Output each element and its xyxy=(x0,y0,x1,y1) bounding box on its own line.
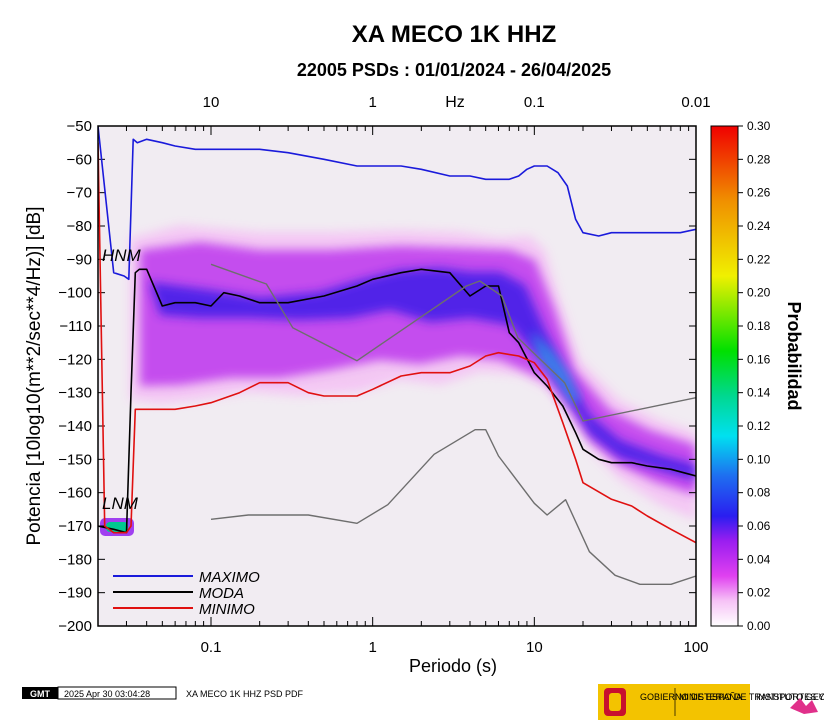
chart-title: XA MECO 1K HHZ xyxy=(352,21,556,48)
top-axis-title: Hz xyxy=(445,94,465,111)
colorbar-tick-label: 0.14 xyxy=(747,386,771,400)
ign-text: INSTITUTO GEOGRÁFICO NACIONAL xyxy=(756,692,824,702)
timestamp-box xyxy=(57,686,177,700)
lnm-label: LNM xyxy=(102,494,139,513)
y-tick-label: −110 xyxy=(59,318,92,335)
colorbar-tick-label: 0.30 xyxy=(747,119,771,133)
spain-coat-of-arms-icon xyxy=(604,688,626,716)
series-line-minimo xyxy=(98,142,696,544)
series-line-maximo xyxy=(98,126,696,281)
footer-timestamp: 2025 Apr 30 03:04:28 xyxy=(64,689,150,699)
y-tick-label: −90 xyxy=(67,251,92,268)
colorbar-tick-label: 0.12 xyxy=(747,419,771,433)
density-cloud-core xyxy=(150,268,696,480)
footer-caption: XA MECO 1K HHZ PSD PDF xyxy=(186,689,304,699)
colorbar-title: Probabilidad xyxy=(784,301,804,410)
chart-subtitle: 22005 PSDs : 01/01/2024 - 26/04/2025 xyxy=(297,60,611,80)
y-tick-label: −70 xyxy=(67,185,92,202)
y-tick-label: −190 xyxy=(58,585,92,602)
density-cloud-peak xyxy=(530,330,580,405)
top-tick-label: 10 xyxy=(203,94,220,111)
x-tick-label: 0.1 xyxy=(201,639,222,656)
top-tick-label: 0.1 xyxy=(524,94,545,111)
axes: −50 −60 −70 −80 −90 −100 −110 −120 −130 −140 −150 −… xyxy=(58,94,710,656)
colorbar-tick-label: 0.26 xyxy=(747,186,771,200)
ign-logo-icon xyxy=(790,698,818,714)
y-tick-label: −170 xyxy=(58,518,92,535)
series-line-reference-4 xyxy=(210,429,696,585)
y-tick-label: −100 xyxy=(58,285,92,302)
colorbar-tick-label: 0.24 xyxy=(747,219,771,233)
gmt-logo-text: GMT xyxy=(30,689,50,699)
y-tick-label: −140 xyxy=(58,418,92,435)
legend-moda-label: MODA xyxy=(199,585,244,602)
colorbar-tick-label: 0.06 xyxy=(747,519,771,533)
y-tick-label: −60 xyxy=(67,151,92,168)
y-tick-label: −180 xyxy=(58,551,92,568)
y-tick-label: −50 xyxy=(67,118,92,135)
x-tick-label: 100 xyxy=(683,639,708,656)
hnm-label: HNM xyxy=(102,246,142,265)
y-tick-label: −120 xyxy=(58,351,92,368)
y-axis-title: Potencia [10log10(m**2/sec**4/Hz)] [dB] xyxy=(24,206,45,545)
top-tick-label: 0.01 xyxy=(681,94,710,111)
colorbar-tick-label: 0.18 xyxy=(747,319,771,333)
gov-text: GOBIERNO DE ESPAÑA xyxy=(640,692,742,702)
x-axis-title: Periodo (s) xyxy=(409,656,497,676)
colorbar-tick-label: 0.22 xyxy=(747,252,771,266)
series-group xyxy=(98,126,696,585)
series-line-reference-3 xyxy=(210,263,696,422)
top-tick-label: 1 xyxy=(368,94,376,111)
x-tick-label: 10 xyxy=(526,639,543,656)
colorbar xyxy=(710,125,739,627)
y-tick-label: −150 xyxy=(58,451,92,468)
footer: GMT 2025 Apr 30 03:04:28 XA MECO 1K HHZ … xyxy=(22,684,824,720)
y-tick-label: −200 xyxy=(58,618,92,635)
series-line-moda xyxy=(98,268,696,534)
colorbar-tick-label: 0.08 xyxy=(747,486,771,500)
colorbar-tick-label: 0.28 xyxy=(747,152,771,166)
y-tick-label: −80 xyxy=(67,218,92,235)
legend-minimo-label: MINIMO xyxy=(199,601,255,618)
colorbar-tick-label: 0.16 xyxy=(747,352,771,366)
x-tick-label: 1 xyxy=(368,639,376,656)
colorbar-tick-label: 0.00 xyxy=(747,619,771,633)
y-tick-label: −160 xyxy=(58,485,92,502)
colorbar-tick-label: 0.10 xyxy=(747,452,771,466)
colorbar-tick-label: 0.04 xyxy=(747,552,771,566)
colorbar-ticks: 0.30 0.28 0.26 0.24 0.22 0.20 0.18 0.16 0.14 0.12… xyxy=(738,119,771,633)
colorbar-tick-label: 0.20 xyxy=(747,286,771,300)
colorbar-tick-label: 0.02 xyxy=(747,586,771,600)
y-tick-label: −130 xyxy=(58,385,92,402)
ministry-text: MINISTERIO DE TRANSPORTES Y MOVILIDAD SO… xyxy=(679,692,824,702)
plot-frame xyxy=(97,125,697,627)
legend-maximo-label: MAXIMO xyxy=(199,569,260,586)
gmt-logo xyxy=(22,687,58,699)
legend: MAXIMO MODA MINIMO xyxy=(113,569,260,618)
